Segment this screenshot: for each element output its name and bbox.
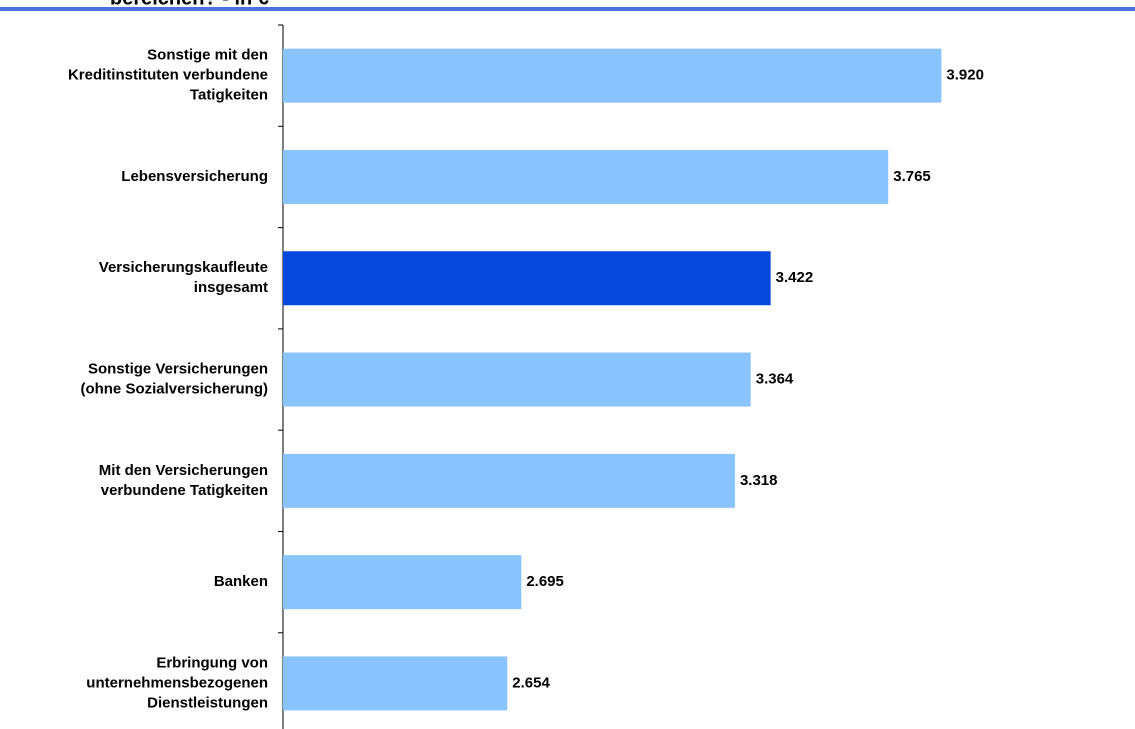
category-label: Banken — [214, 573, 268, 590]
bar — [283, 251, 771, 306]
chart-title: bereichen? - in € — [110, 0, 269, 9]
category-label: Lebensversicherung — [121, 168, 268, 185]
bar — [283, 149, 889, 204]
value-label: 3.364 — [756, 371, 794, 388]
bar — [283, 555, 522, 610]
category-label: Versicherungskaufleute — [99, 259, 268, 276]
title-rule — [0, 7, 1135, 11]
value-label: 2.654 — [512, 674, 550, 691]
category-label: Tatigkeiten — [190, 87, 268, 104]
bar — [283, 48, 942, 103]
value-label: 3.318 — [740, 472, 778, 489]
category-label: Sonstige Versicherungen — [88, 361, 268, 378]
bar — [283, 453, 735, 508]
category-label: Dienstleistungen — [147, 694, 268, 711]
category-label: Mit den Versicherungen — [99, 462, 268, 479]
value-label: 2.695 — [526, 573, 564, 590]
value-label: 3.422 — [776, 269, 814, 286]
category-label: Kreditinstituten verbundene — [68, 67, 268, 84]
category-label: (ohne Sozialversicherung) — [80, 381, 268, 398]
category-label: Sonstige mit den — [147, 47, 268, 64]
category-label: insgesamt — [194, 279, 268, 296]
value-label: 3.765 — [893, 168, 931, 185]
bar — [283, 352, 751, 407]
category-label: verbundene Tatigkeiten — [101, 482, 268, 499]
category-label: unternehmensbezogenen — [86, 674, 268, 691]
category-label: Erbringung von — [156, 654, 268, 671]
bar — [283, 656, 508, 711]
value-label: 3.920 — [946, 67, 984, 84]
